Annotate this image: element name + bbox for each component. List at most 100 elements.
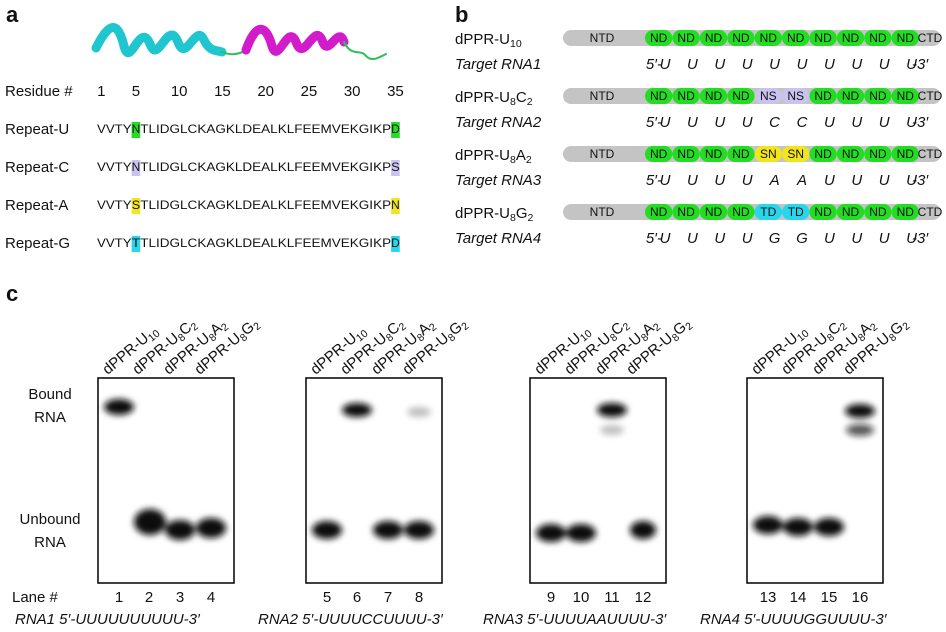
domain bbox=[754, 88, 782, 104]
lane-number: 6 bbox=[353, 589, 361, 606]
rna-base: U bbox=[906, 56, 917, 73]
rna-base: -3′ bbox=[912, 230, 929, 247]
domain-label: ND bbox=[760, 31, 778, 45]
repeat-name: Repeat-U bbox=[5, 121, 69, 138]
residue-highlight bbox=[131, 160, 141, 176]
domain-label: ND bbox=[842, 31, 860, 45]
domain bbox=[809, 146, 837, 162]
domain bbox=[645, 146, 673, 162]
domain bbox=[891, 30, 919, 46]
residue-number: 30 bbox=[344, 83, 361, 100]
domain bbox=[672, 30, 700, 46]
rna-base: U bbox=[879, 114, 890, 131]
domain bbox=[864, 88, 892, 104]
rna-base: U bbox=[797, 56, 808, 73]
rna-base: 5′- bbox=[646, 56, 662, 73]
domain-label: ND bbox=[897, 89, 915, 103]
domain bbox=[699, 30, 728, 46]
text-part: 8 bbox=[510, 96, 516, 108]
domain-label: ND bbox=[705, 31, 723, 45]
domain bbox=[891, 146, 919, 162]
lane-number: 2 bbox=[145, 589, 153, 606]
sequence: TLIDGLCKAGKLDEALKLFEEMVEKGIKP bbox=[140, 198, 391, 212]
domain-label: ND bbox=[814, 147, 832, 161]
lane-number: 3 bbox=[176, 589, 184, 606]
domain-label: ND bbox=[869, 89, 887, 103]
rna-base: -3′ bbox=[912, 56, 929, 73]
lane-number: 14 bbox=[790, 589, 807, 606]
rna-base: U bbox=[824, 172, 835, 189]
construct-name: dPPR-U8C2 bbox=[455, 89, 533, 108]
sequence: S bbox=[391, 160, 400, 174]
lane-number: 13 bbox=[760, 589, 777, 606]
domain bbox=[864, 146, 892, 162]
rna-base: U bbox=[687, 56, 698, 73]
domain-label: ND bbox=[842, 205, 860, 219]
domain-label: ND bbox=[732, 147, 750, 161]
domain-label: ND bbox=[842, 147, 860, 161]
sequence: N bbox=[391, 198, 400, 212]
domain bbox=[727, 88, 755, 104]
residue-number: 5 bbox=[132, 83, 140, 100]
residue-number: 20 bbox=[257, 83, 274, 100]
sequence: N bbox=[132, 160, 141, 174]
rna-base: -3′ bbox=[912, 172, 929, 189]
domain-label: ND bbox=[705, 205, 723, 219]
domain bbox=[782, 30, 810, 46]
domain bbox=[836, 204, 865, 220]
sequence: VVTY bbox=[97, 122, 132, 136]
rna-base: U bbox=[824, 114, 835, 131]
domain-label: ND bbox=[814, 89, 832, 103]
domain-label: ND bbox=[732, 31, 750, 45]
panel-label: c bbox=[6, 281, 18, 306]
rna-base: G bbox=[769, 230, 781, 247]
sequence: D bbox=[391, 122, 400, 136]
text-part: A bbox=[516, 147, 526, 164]
text-part: 2 bbox=[527, 96, 533, 108]
domain-label: NS bbox=[760, 89, 777, 103]
domain bbox=[699, 146, 728, 162]
domain-label: ND bbox=[869, 31, 887, 45]
domain-label: ND bbox=[677, 31, 695, 45]
lane-number: 11 bbox=[604, 589, 620, 606]
panel-label: a bbox=[6, 2, 19, 27]
domain-label: ND bbox=[869, 147, 887, 161]
sequence: VVTY bbox=[97, 236, 132, 250]
text-part: dPPR-U bbox=[455, 89, 510, 106]
text-part: 2 bbox=[528, 212, 534, 224]
rna-base: U bbox=[742, 114, 753, 131]
rna-base: U bbox=[660, 230, 671, 247]
rna-base: U bbox=[906, 172, 917, 189]
rna-base: 5′- bbox=[646, 230, 662, 247]
repeat-name: Repeat-A bbox=[5, 197, 68, 214]
domain bbox=[672, 146, 700, 162]
residue-highlight bbox=[131, 236, 141, 252]
domain bbox=[836, 30, 865, 46]
domain-label: ND bbox=[705, 147, 723, 161]
bound-label: Bound bbox=[28, 386, 71, 403]
domain-label: CTD bbox=[918, 31, 943, 45]
domain bbox=[809, 204, 837, 220]
text-part: dPPR-U bbox=[455, 31, 510, 48]
rna-base: U bbox=[714, 230, 725, 247]
rna-caption: RNA3 5′-UUUUAAUUUU-3′ bbox=[483, 611, 667, 628]
lane-number: 1 bbox=[115, 589, 123, 606]
residue-number: 15 bbox=[214, 83, 231, 100]
domain-label: ND bbox=[677, 205, 695, 219]
gel-images bbox=[97, 377, 884, 584]
rna-base: U bbox=[851, 114, 862, 131]
domain bbox=[782, 204, 810, 220]
domain-label: ND bbox=[650, 31, 668, 45]
rna-base: U bbox=[714, 114, 725, 131]
domain-label: ND bbox=[842, 89, 860, 103]
rna-base: U bbox=[879, 172, 890, 189]
domain bbox=[891, 88, 919, 104]
sequence: S bbox=[132, 198, 141, 212]
domain bbox=[727, 146, 755, 162]
domain-label: ND bbox=[705, 89, 723, 103]
sequence: VVTY bbox=[97, 198, 132, 212]
rna-base: U bbox=[660, 56, 671, 73]
target-label: Target RNA3 bbox=[455, 172, 542, 189]
domain-label: ND bbox=[732, 205, 750, 219]
